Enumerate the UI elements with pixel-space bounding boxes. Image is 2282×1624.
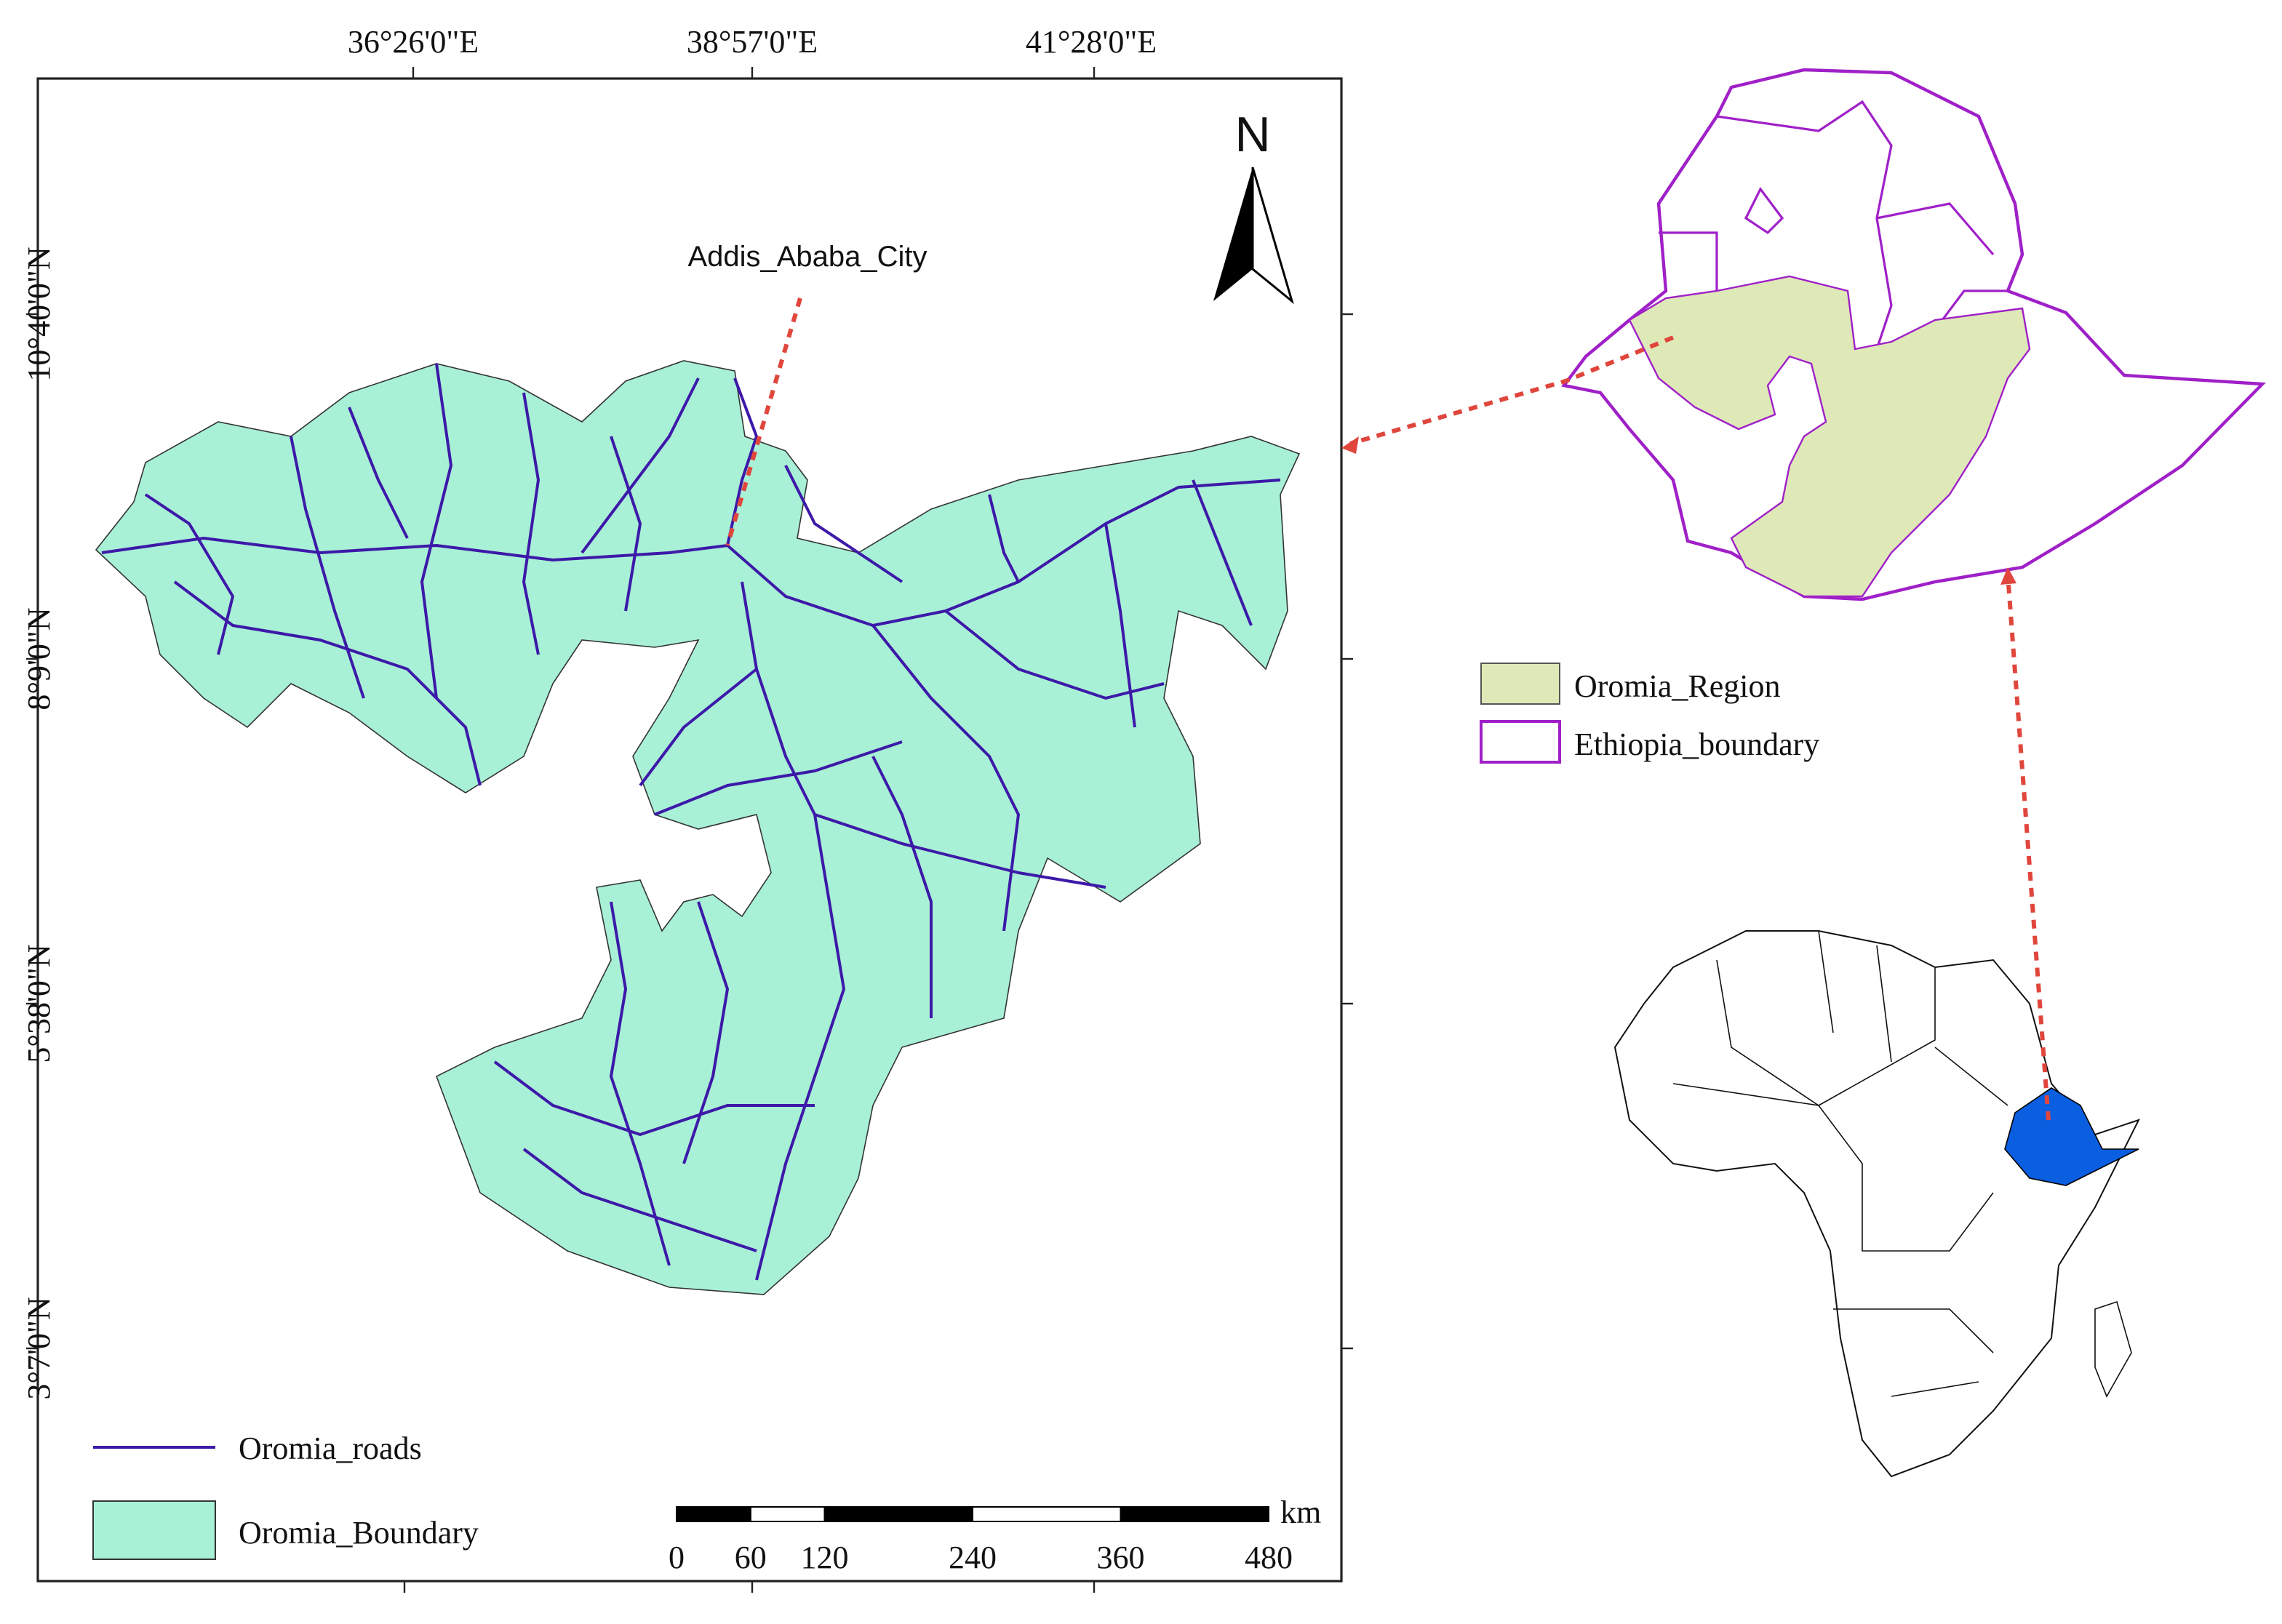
region-legend-symbol (1480, 663, 1560, 705)
scale-segment (676, 1506, 751, 1522)
lon-label: 36°26'0"E (348, 24, 479, 60)
region-legend-label: Oromia_Region (1574, 668, 1781, 704)
city-leader (725, 297, 802, 546)
country-legend-label: Ethiopia_boundary (1574, 727, 1819, 762)
boundary-legend-label: Oromia_Boundary (239, 1515, 479, 1551)
inset-leader (1349, 335, 1675, 446)
scale-unit: km (1280, 1495, 1321, 1530)
scale-segment (749, 1506, 826, 1522)
africa-leader-head (2000, 567, 2016, 585)
lon-label: 41°28'0"E (1026, 24, 1157, 60)
scale-segment (823, 1506, 973, 1522)
scale-label: 480 (1245, 1540, 1293, 1575)
north-arrow-label: N (1234, 107, 1270, 162)
country-legend-symbol (1480, 720, 1561, 764)
lat-label: 10°40'0"N (21, 247, 57, 381)
figure-group: 36°26'0"E 38°57'0"E 41°28'0"E 10°40'0"N … (21, 24, 2266, 1593)
africa-borders (1672, 930, 2132, 1398)
roads-legend-label: Oromia_roads (239, 1431, 422, 1466)
scale-label: 240 (949, 1540, 997, 1575)
scale-label: 120 (801, 1540, 849, 1575)
lat-label: 8°9'0"N (21, 607, 57, 710)
north-arrow-left (1213, 167, 1253, 301)
scale-segment (1120, 1506, 1269, 1522)
city-label: Addis_Ababa_City (687, 241, 927, 273)
north-arrow-right (1251, 167, 1294, 305)
ethiopia-regions (1659, 100, 2008, 350)
scale-label: 360 (1097, 1540, 1145, 1575)
oromia-boundary (95, 360, 1301, 1295)
lon-label: 38°57'0"E (687, 24, 818, 60)
africa-leader (2006, 574, 2051, 1121)
oromia-roads (101, 363, 1281, 1281)
scale-segment (972, 1506, 1122, 1522)
lat-label: 5°38'0"N (21, 944, 57, 1063)
africa-outline (1613, 930, 2140, 1478)
oromia-region-inset (1628, 275, 2031, 598)
scale-label: 60 (735, 1540, 767, 1575)
boundary-legend-symbol (92, 1500, 216, 1560)
ethiopia-africa (2004, 1087, 2139, 1186)
scale-label: 0 (669, 1540, 685, 1575)
lat-labels: 10°40'0"N 8°9'0"N 5°38'0"N 3°7'0"N (21, 247, 57, 1399)
scale-bar: 0 60 120 240 360 480 (669, 1506, 1293, 1575)
inset-leader-head (1341, 436, 1359, 454)
lon-labels: 36°26'0"E 38°57'0"E 41°28'0"E (348, 24, 1157, 60)
graticule-ticks (26, 67, 1353, 1593)
lat-label: 3°7'0"N (21, 1297, 57, 1399)
